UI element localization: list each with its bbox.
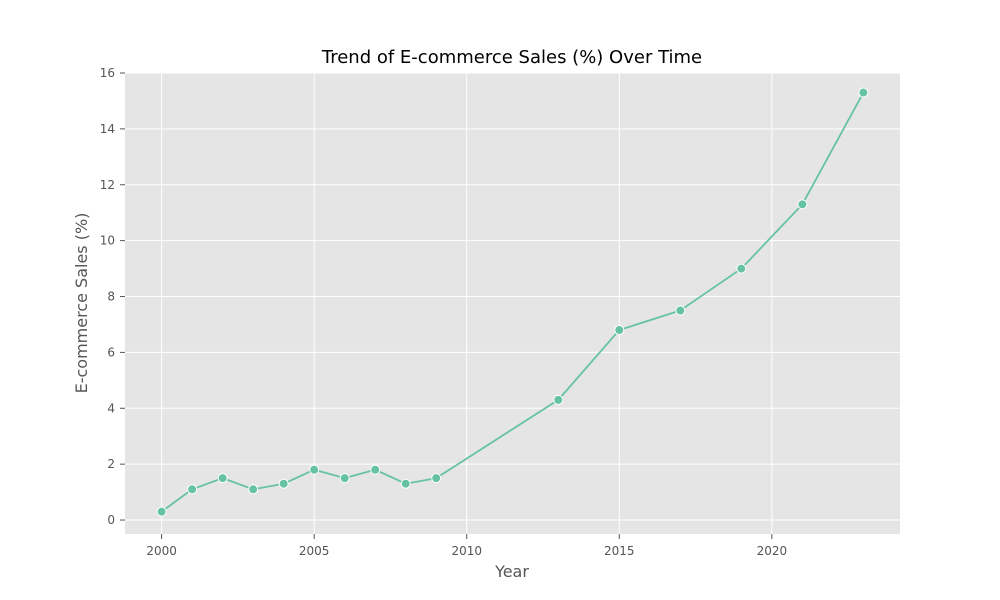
y-tick-label: 8	[107, 290, 115, 304]
data-point	[797, 199, 808, 210]
y-tick-label: 10	[100, 234, 115, 248]
series	[156, 87, 869, 517]
data-point	[278, 478, 289, 489]
y-tick-label: 14	[100, 122, 115, 136]
y-tick-label: 12	[100, 178, 115, 192]
data-point	[431, 473, 442, 484]
data-point	[370, 464, 381, 475]
series-line	[161, 92, 865, 513]
data-point	[858, 87, 869, 98]
x-tick-label: 2020	[757, 544, 788, 558]
axes: 2000 2005 2010 2015 2020 0 2 4 6 8 10 12 14 16	[100, 66, 787, 558]
plot-background	[125, 73, 900, 534]
x-tick-label: 2010	[451, 544, 482, 558]
y-tick-label: 16	[100, 66, 115, 80]
x-tick-label: 2015	[604, 544, 635, 558]
data-point	[736, 263, 747, 274]
data-point	[187, 484, 198, 495]
data-point	[248, 484, 259, 495]
data-point	[400, 478, 411, 489]
x-axis-label: Year	[494, 562, 529, 581]
data-point	[217, 473, 228, 484]
x-tick-label: 2005	[299, 544, 330, 558]
y-tick-label: 4	[107, 401, 115, 415]
grid	[125, 72, 900, 534]
y-tick-label: 2	[107, 457, 115, 471]
data-point	[675, 305, 686, 316]
y-axis-label: E-commerce Sales (%)	[72, 213, 91, 394]
data-point	[309, 464, 320, 475]
data-point	[339, 473, 350, 484]
x-tick-label: 2000	[146, 544, 177, 558]
data-point	[614, 325, 625, 336]
y-tick-label: 6	[107, 345, 115, 359]
data-point	[156, 506, 167, 517]
chart-title: Trend of E-commerce Sales (%) Over Time	[321, 47, 702, 68]
y-tick-label: 0	[107, 513, 115, 527]
data-point	[553, 394, 564, 405]
